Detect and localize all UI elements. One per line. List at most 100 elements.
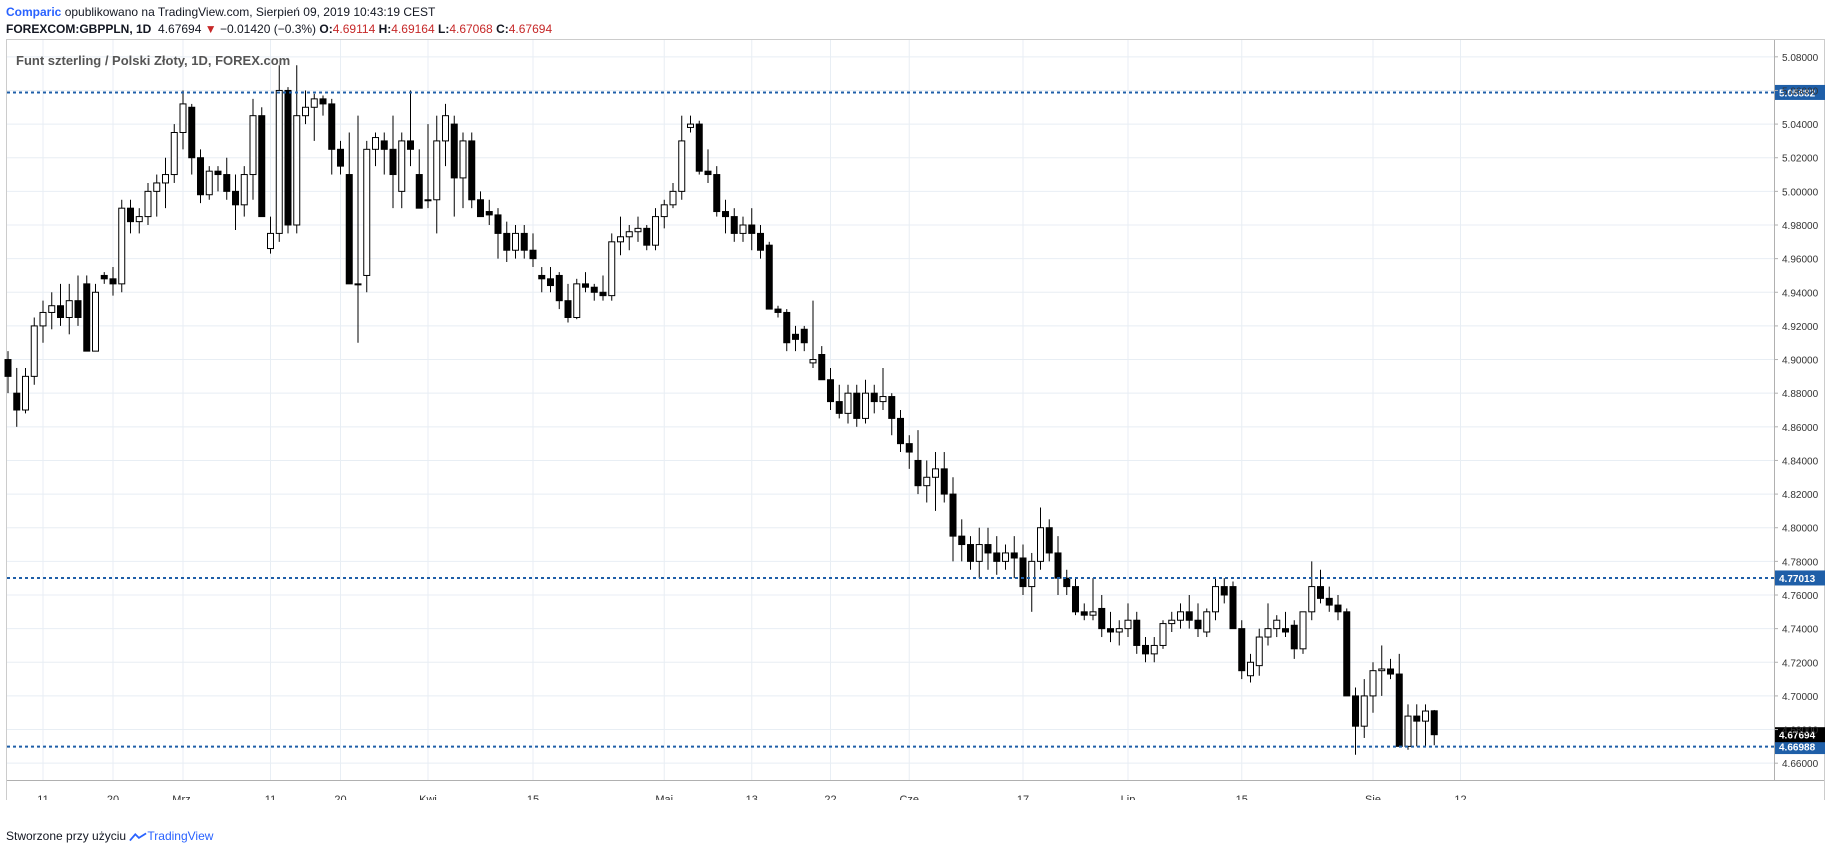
price-tick-label: 4.80000 <box>1782 524 1819 535</box>
candle-body-up <box>92 291 99 352</box>
time-tick-label: 20 <box>107 794 119 800</box>
candle-body-up <box>1299 611 1307 650</box>
down-arrow-icon: ▼ <box>204 22 217 36</box>
candle-body-down <box>503 232 511 251</box>
time-tick-label: Cze <box>899 794 919 800</box>
symbol-legend: FOREXCOM:GBPPLN, 1D 4.67694 ▼ −0.01420 (… <box>6 21 552 37</box>
candle-body-up <box>459 140 467 179</box>
candle-body-up <box>179 103 187 133</box>
candle-body-up <box>1177 611 1184 621</box>
candle-body-down <box>319 98 327 105</box>
candle-body-down <box>337 148 344 167</box>
candle-body-down <box>1430 710 1438 736</box>
candle-body-down <box>1185 611 1193 621</box>
time-tick-label: 15 <box>1236 794 1248 800</box>
candle-body-down <box>1282 628 1289 633</box>
candle-body-up <box>1089 611 1097 616</box>
candle-body-down <box>1334 604 1342 613</box>
candle-body-down <box>1317 586 1324 599</box>
publisher-link[interactable]: Comparic <box>6 5 62 19</box>
candle-body-down <box>1413 715 1421 722</box>
candle-body-down <box>853 392 861 419</box>
candle-body-up <box>22 375 29 411</box>
candle-body-up <box>48 305 56 313</box>
candle-body-up <box>652 216 659 246</box>
time-tick-label: Mrz. <box>172 794 193 800</box>
last-price-label: 4.67694 <box>1779 731 1816 742</box>
price-tick-label: 4.84000 <box>1782 456 1819 467</box>
candle-body-down <box>1107 628 1114 633</box>
candle-body-up <box>170 132 178 176</box>
price-tick-label: 4.86000 <box>1782 423 1819 434</box>
candle-body-down <box>704 170 712 176</box>
candle-body-down <box>940 468 948 495</box>
time-axis[interactable]: 11 20 Mrz. 11 20 Kwi 15 Maj 13 22 Cze 17 Lip 15 Sie 12 <box>37 794 1466 800</box>
candle-body-up <box>1255 636 1263 667</box>
candle-body-up <box>1422 710 1429 722</box>
candle-body-up <box>678 140 686 192</box>
candle-body-down <box>1142 644 1149 655</box>
candle-body-down <box>1019 557 1027 588</box>
candle-body-down <box>1080 611 1088 616</box>
open-label: O: <box>319 22 333 36</box>
candle-body-up <box>30 325 38 377</box>
price-tick-label: 5.04000 <box>1782 120 1819 131</box>
candle-body-down <box>722 211 729 218</box>
candle-body-down <box>1133 619 1141 646</box>
candle-body-up <box>1247 661 1254 677</box>
candle-body-down <box>13 392 21 411</box>
candle-body-down <box>827 379 834 403</box>
candle-body-down <box>468 140 476 201</box>
candle-body-down <box>967 544 974 562</box>
candle-body-down <box>1238 628 1246 672</box>
candle-body-down <box>993 552 1001 562</box>
candle-body-down <box>223 174 231 192</box>
price-tick-label: 4.90000 <box>1782 356 1819 367</box>
candle-body-up <box>1002 552 1009 562</box>
last-price-box <box>1775 727 1825 743</box>
candle-body-down <box>765 244 773 310</box>
candle-body-down <box>757 232 764 251</box>
candle-body-down <box>774 308 782 313</box>
time-tick-label: 17 <box>1017 794 1029 800</box>
price-tick-label: 4.66000 <box>1782 759 1819 770</box>
candle-body-down <box>818 354 826 381</box>
candle-body-up <box>1264 628 1272 638</box>
price-axis[interactable]: 5.08000 5.06000 5.04000 5.02000 5.00000 4.980… <box>1774 53 1819 770</box>
candle-body-down <box>328 103 336 150</box>
time-tick-label: 12 <box>1454 794 1466 800</box>
candle-body-up <box>293 115 301 226</box>
footer: Stworzone przy użyciu TradingView <box>6 828 213 844</box>
tradingview-link[interactable]: TradingView <box>147 829 214 843</box>
candle-body-up <box>1308 586 1316 613</box>
candle-body-up <box>1203 611 1211 633</box>
low-label: L: <box>438 22 450 36</box>
candle-body-down <box>1325 597 1333 606</box>
price-tick-label: 5.02000 <box>1782 154 1819 165</box>
candle-body-down <box>485 211 493 216</box>
candle-body-down <box>100 274 108 280</box>
candle-body-up <box>310 98 318 108</box>
candle-body-down <box>1045 527 1053 554</box>
high-value: 4.69164 <box>391 22 435 36</box>
candle-body-down <box>258 115 266 218</box>
candle-body-down <box>555 274 563 302</box>
close-label: C: <box>496 22 509 36</box>
candle-body-down <box>538 274 546 280</box>
level-label: 4.66988 <box>1779 743 1816 754</box>
level-label-box <box>1775 739 1825 755</box>
level-label-box <box>1775 570 1825 586</box>
last-price: 4.67694 <box>158 22 202 36</box>
candle-body-up <box>669 190 677 206</box>
candle-body-up <box>1369 670 1377 697</box>
candle-body-up <box>275 89 283 234</box>
time-tick-label: Maj <box>655 794 673 800</box>
time-tick-label: 11 <box>265 794 276 800</box>
candle-body-down <box>407 140 414 150</box>
candle-body-up <box>1124 619 1132 630</box>
low-value: 4.67068 <box>449 22 493 36</box>
candle-body-down <box>1395 673 1403 747</box>
symbol-name[interactable]: FOREXCOM:GBPPLN, 1D <box>6 22 152 36</box>
